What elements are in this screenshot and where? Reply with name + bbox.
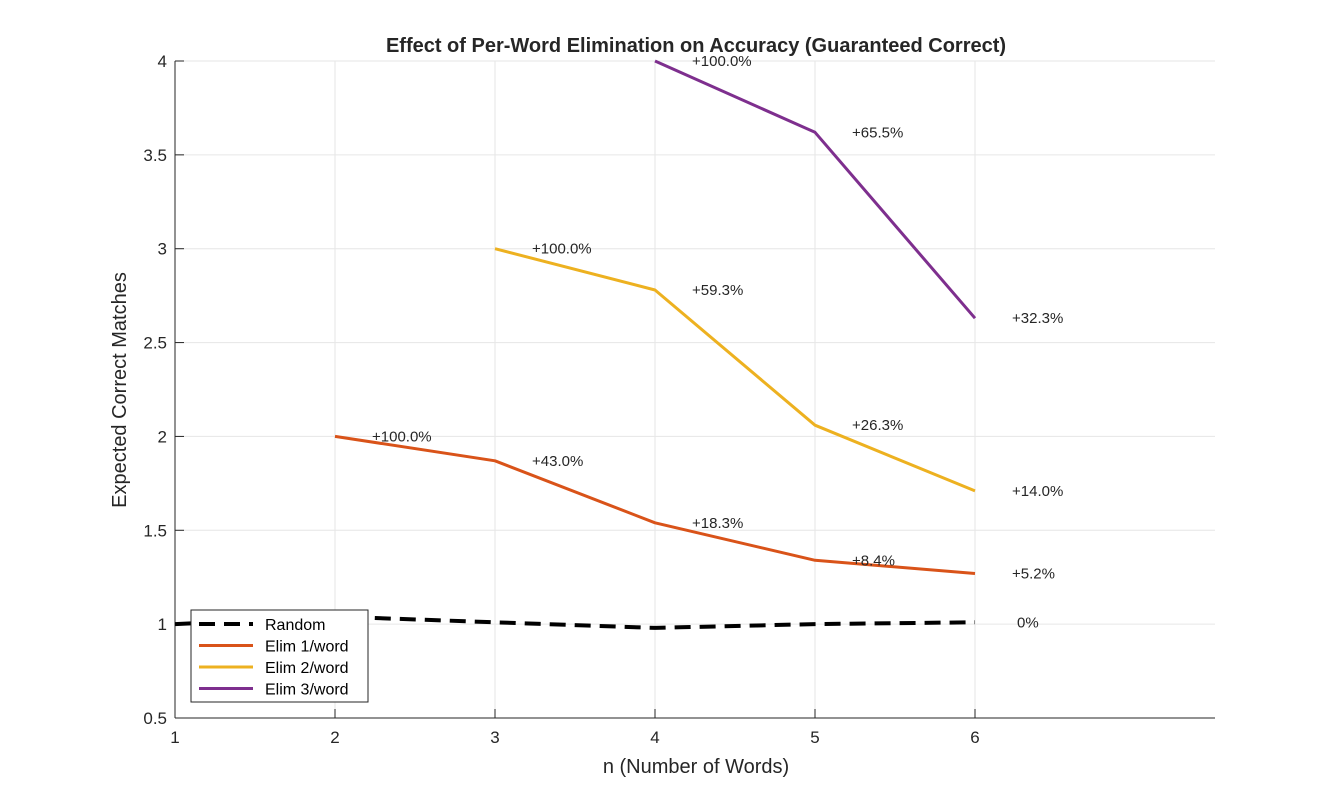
data-labels: 0% +100.0% +43.0% +18.3% +8.4% +5.2% +100.0% +5… <box>372 53 1063 631</box>
legend-label-elim-3-word: Elim 3/word <box>265 682 349 699</box>
data-label-elim-3-word-5: +65.5% <box>852 124 903 141</box>
x-tick-label-1: 1 <box>170 728 179 747</box>
y-tick-label-4: 4 <box>158 52 167 71</box>
data-label-elim-2-word-3: +100.0% <box>532 241 592 258</box>
y-tick-label-1-5: 1.5 <box>143 521 167 540</box>
data-label-elim-1-word-4: +18.3% <box>692 515 743 532</box>
y-tick-label-0-5: 0.5 <box>143 709 167 728</box>
data-label-elim-1-word-2: +100.0% <box>372 428 432 445</box>
axes <box>174 60 1215 719</box>
data-label-elim-3-word-4: +100.0% <box>692 53 752 70</box>
data-label-elim-1-word-3: +43.0% <box>532 453 583 470</box>
data-label-elim-2-word-4: +59.3% <box>692 282 743 299</box>
y-axis-label: Expected Correct Matches <box>109 272 131 508</box>
legend-box <box>190 609 369 703</box>
data-label-random-6: 0% <box>1017 614 1039 631</box>
data-label-elim-1-word-5: +8.4% <box>852 552 895 569</box>
tick-labels: 1 2 3 4 5 60.511.522.533.54 <box>143 52 979 747</box>
chart-title: Effect of Per-Word Elimination on Accura… <box>386 35 1006 57</box>
y-tick-label-3-5: 3.5 <box>143 146 167 165</box>
data-label-elim-2-word-5: +26.3% <box>852 417 903 434</box>
y-tick-label-2-5: 2.5 <box>143 334 167 353</box>
y-tick-label-2: 2 <box>158 427 167 446</box>
x-tick-label-6: 6 <box>970 728 979 747</box>
legend: Random Elim 1/word Elim 2/word Elim 3/word <box>190 609 369 703</box>
x-tick-label-5: 5 <box>810 728 819 747</box>
y-tick-label-1: 1 <box>158 615 167 634</box>
y-tick-label-3: 3 <box>158 240 167 259</box>
legend-label-random: Random <box>265 617 325 634</box>
legend-label-elim-1-word: Elim 1/word <box>265 639 349 656</box>
series-line-elim-1-word <box>334 434 976 575</box>
series-line-elim-2-word <box>494 247 976 493</box>
x-axis-label: n (Number of Words) <box>603 756 789 778</box>
x-tick-label-2: 2 <box>330 728 339 747</box>
data-label-elim-1-word-6: +5.2% <box>1012 565 1055 582</box>
data-label-elim-3-word-6: +32.3% <box>1012 310 1063 327</box>
x-tick-label-4: 4 <box>650 728 659 747</box>
series-line-elim-3-word <box>654 59 977 320</box>
data-label-elim-2-word-6: +14.0% <box>1012 483 1063 500</box>
legend-label-elim-2-word: Elim 2/word <box>265 660 349 677</box>
x-tick-label-3: 3 <box>490 728 499 747</box>
